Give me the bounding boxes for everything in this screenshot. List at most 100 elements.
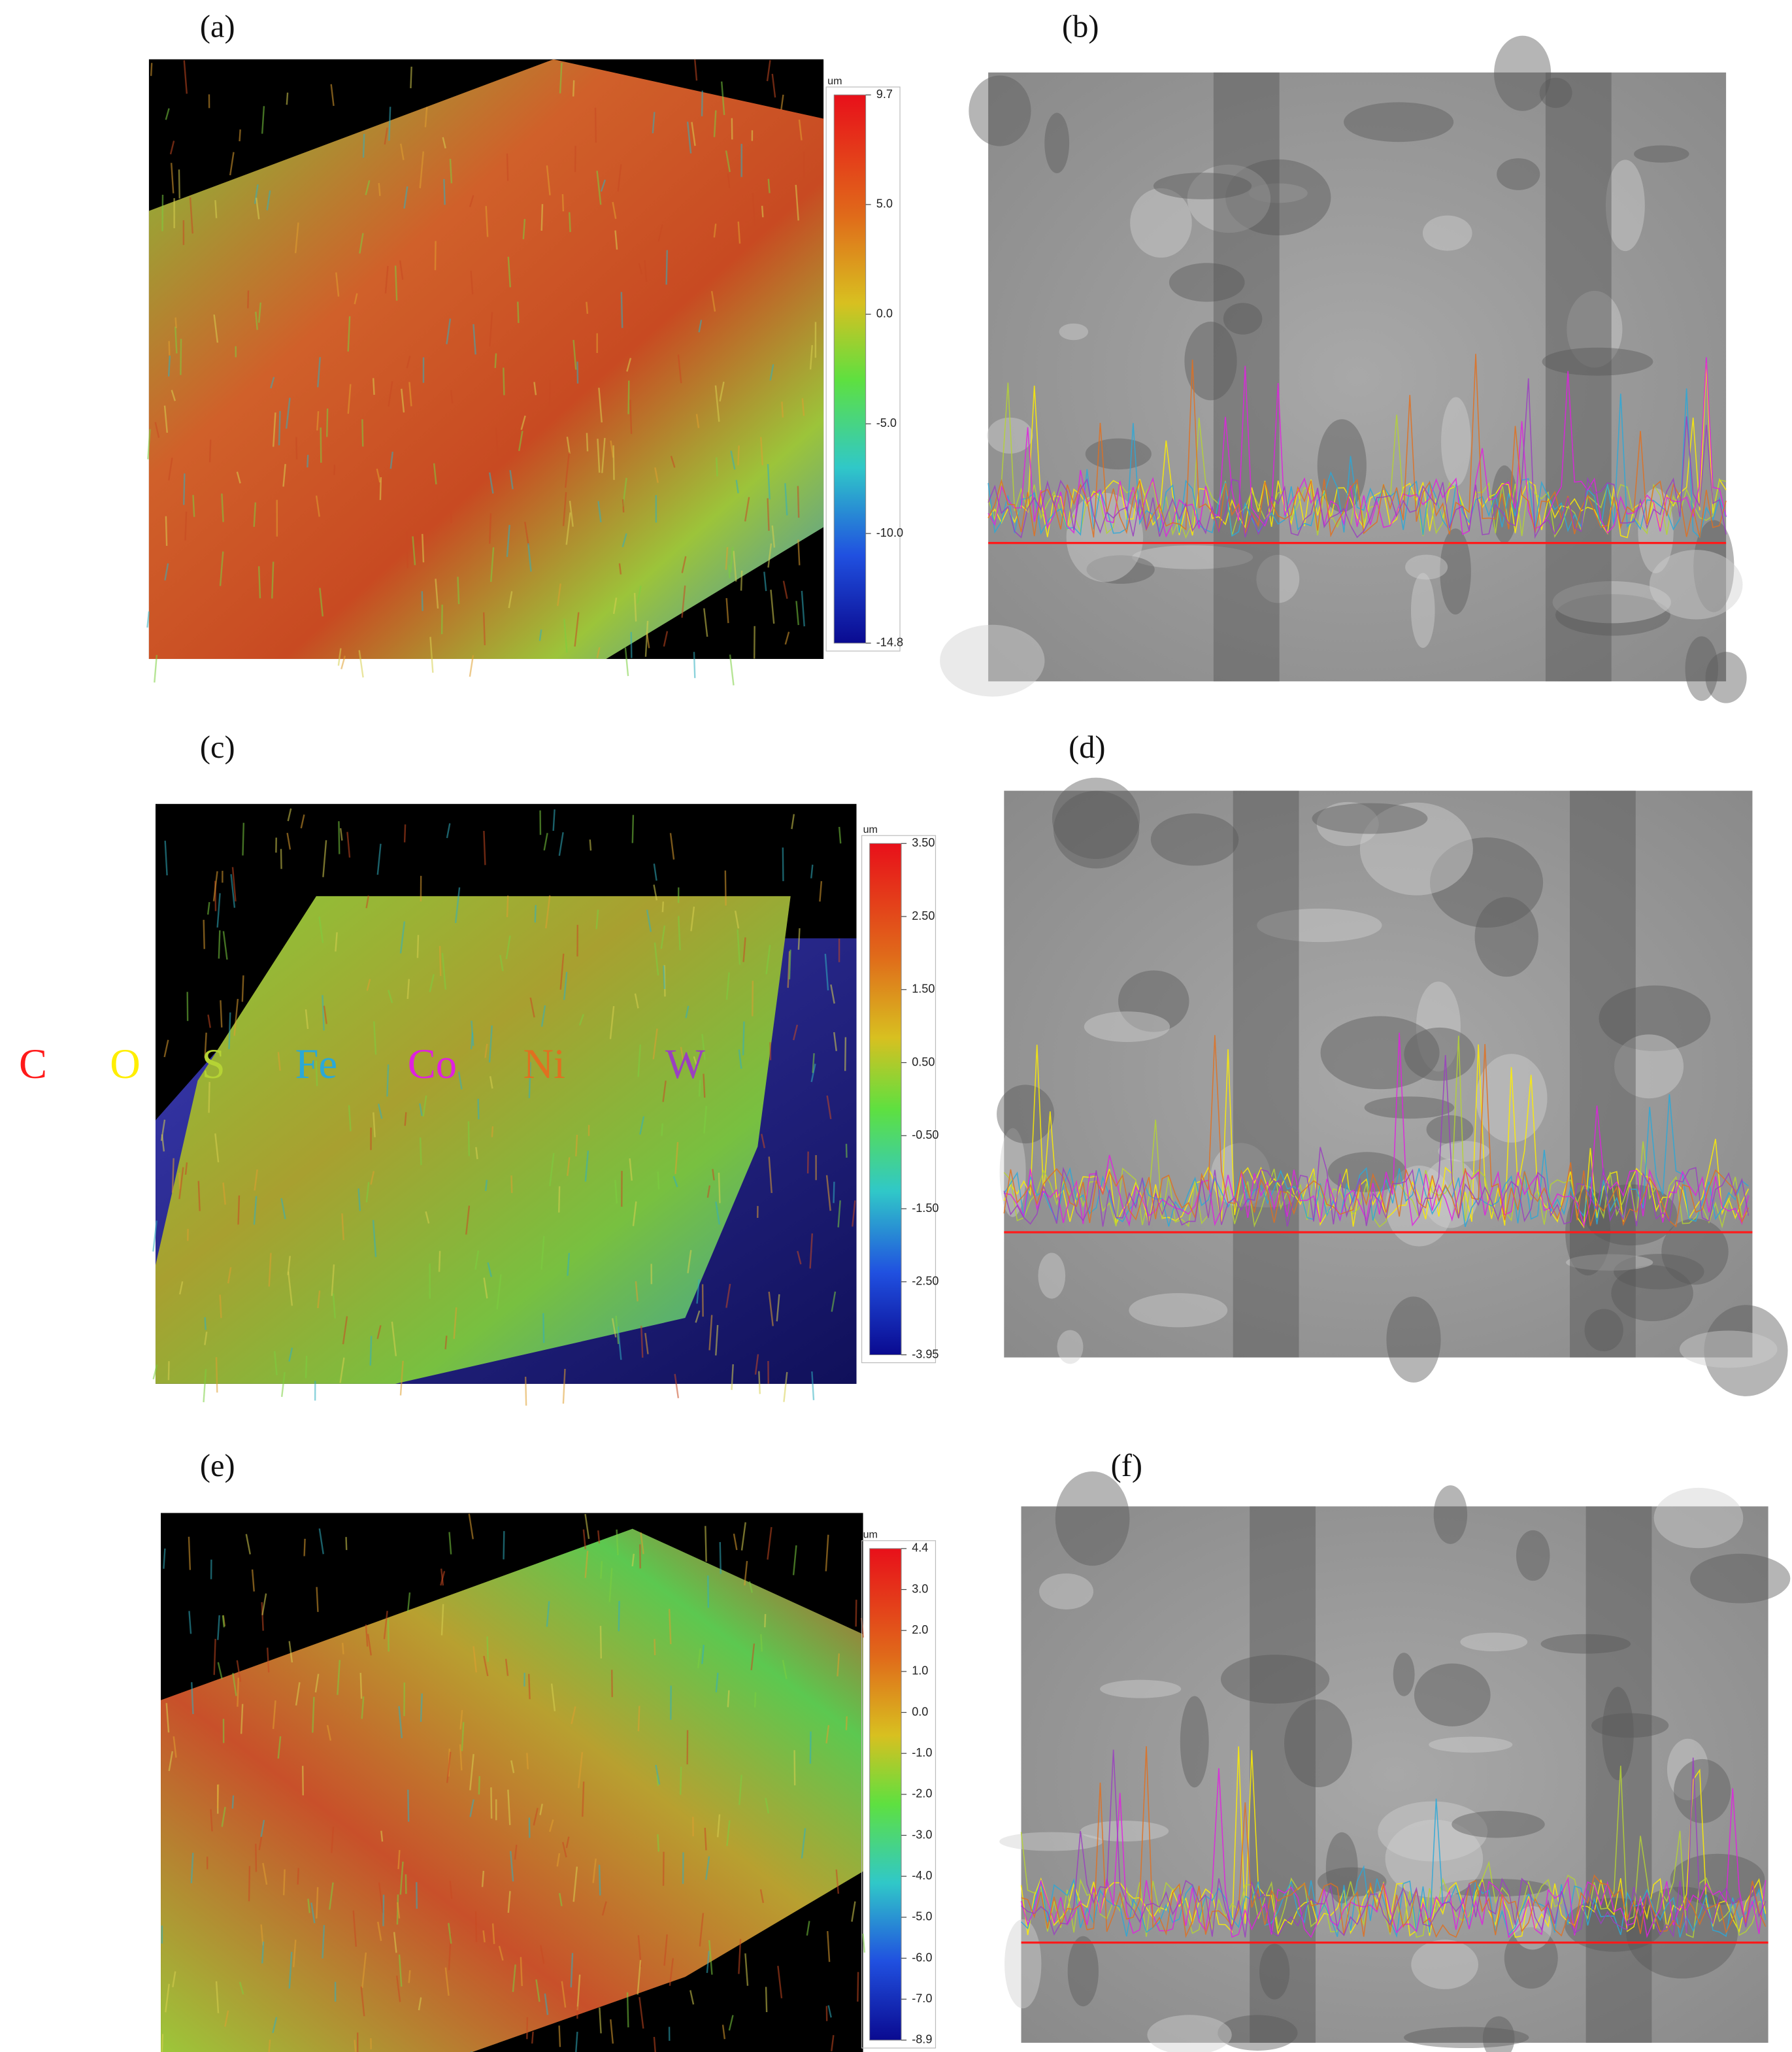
sem-blob: [1670, 1853, 1765, 1906]
texture: [725, 547, 729, 570]
texture: [728, 2015, 734, 2031]
texture: [257, 302, 261, 323]
sem-blob: [1052, 777, 1140, 860]
texture: [215, 1357, 218, 1393]
texture: [268, 2040, 271, 2052]
texture: [229, 152, 235, 176]
texture: [540, 1236, 545, 1270]
texture: [272, 1700, 276, 1729]
texture: [165, 1703, 170, 1733]
texture: [735, 480, 739, 494]
texture: [383, 1611, 388, 1640]
texture: [654, 942, 659, 976]
texture: [352, 1910, 357, 1947]
sem-blob: [1614, 1254, 1704, 1290]
texture: [730, 450, 736, 470]
texture: [397, 1850, 401, 1870]
texture: [220, 1000, 223, 1028]
sem-blob: [1414, 1663, 1491, 1726]
texture: [285, 397, 291, 429]
sem-band: [1585, 1506, 1652, 2043]
texture: [503, 367, 505, 395]
sem-blob: [1661, 1218, 1729, 1285]
sem-blob: [1404, 1027, 1476, 1081]
texture: [705, 1526, 707, 1562]
texture: [572, 1866, 578, 1902]
texture: [715, 1324, 719, 1356]
texture: [318, 1528, 324, 1555]
texture: [474, 1250, 480, 1270]
texture: [494, 353, 497, 369]
sem-blob: [1704, 1305, 1788, 1396]
texture: [827, 1930, 831, 1962]
texture: [598, 1864, 601, 1896]
texture: [844, 1037, 847, 1071]
texture: [203, 1369, 207, 1403]
sem-blob: [1542, 347, 1653, 376]
texture: [401, 388, 405, 413]
panel-label: (b): [1062, 9, 1099, 44]
texture: [767, 543, 772, 568]
texture: [477, 1098, 480, 1120]
sem-blob: [1667, 1738, 1709, 1801]
texture: [809, 1731, 812, 1764]
sem-blob: [1605, 160, 1645, 252]
texture: [833, 1181, 835, 1203]
eds-trace: [1020, 1749, 1767, 1938]
texture: [622, 533, 627, 548]
texture: [407, 979, 410, 1000]
texture: [266, 190, 271, 210]
texture: [582, 1781, 585, 1817]
texture: [797, 928, 801, 950]
texture: [491, 1126, 494, 1137]
texture: [768, 1156, 772, 1193]
texture: [412, 536, 416, 565]
texture: [382, 1894, 385, 1926]
texture: [810, 1064, 816, 1083]
texture: [315, 1060, 318, 1086]
texture: [317, 357, 321, 388]
surface: [161, 1528, 863, 2052]
sem-blob: [1385, 1819, 1484, 1898]
colorbar-tick-label: -3.95: [912, 1347, 938, 1360]
texture: [558, 2025, 561, 2047]
texture: [180, 339, 182, 375]
texture: [487, 1262, 493, 1277]
texture: [704, 1827, 707, 1851]
texture: [657, 224, 663, 242]
texture: [615, 1315, 620, 1345]
texture: [241, 975, 244, 1002]
texture: [331, 1826, 335, 1853]
colorbar-tick-label: -4.0: [912, 1869, 932, 1882]
texture: [582, 1529, 587, 1549]
texture: [831, 1291, 837, 1312]
texture: [422, 533, 425, 563]
texture: [217, 1662, 223, 1679]
texture: [742, 937, 746, 962]
texture: [792, 1024, 799, 1041]
sem-blob: [987, 417, 1033, 454]
texture: [365, 895, 370, 909]
texture: [567, 1157, 571, 1176]
texture: [701, 1645, 705, 1664]
texture: [674, 1373, 680, 1398]
texture: [654, 467, 659, 483]
colorbar-tick-label: 2.50: [912, 909, 935, 922]
eds-trace: [987, 388, 1727, 539]
texture: [197, 1181, 201, 1211]
texture: [563, 618, 568, 653]
texture: [750, 1643, 755, 1670]
texture: [601, 1901, 607, 1916]
texture: [508, 591, 513, 609]
texture: [332, 1293, 336, 1319]
texture: [543, 833, 548, 851]
colorbar-unit: um: [827, 75, 842, 87]
sem-blob: [1482, 2016, 1515, 2052]
sem-blob: [1038, 1253, 1066, 1299]
texture: [599, 2007, 602, 2034]
texture: [354, 2040, 357, 2052]
texture: [339, 1357, 345, 1383]
sem-blob: [1248, 183, 1308, 203]
texture: [465, 1205, 471, 1235]
sem-blob: [1118, 970, 1189, 1032]
